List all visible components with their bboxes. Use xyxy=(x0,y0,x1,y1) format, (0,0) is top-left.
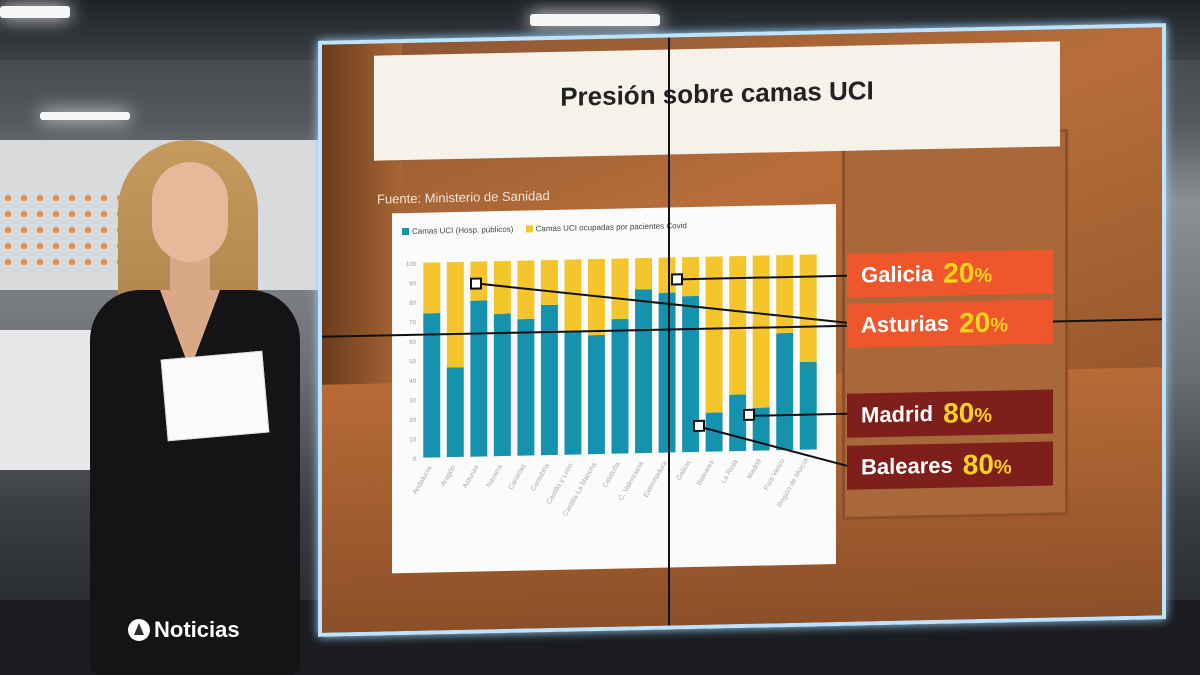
bar-segment-yellow xyxy=(799,254,817,363)
marker-asturias xyxy=(470,277,482,290)
bar-segment-yellow xyxy=(635,257,652,290)
bar-segment-yellow xyxy=(517,260,535,320)
connector-galicia xyxy=(678,274,847,281)
y-tick-label: 10 xyxy=(409,437,416,443)
y-tick-label: 70 xyxy=(409,320,416,326)
bar-segment-teal xyxy=(682,295,700,453)
callout-galicia: Galicia 20% xyxy=(847,249,1053,298)
ceiling-light xyxy=(40,112,130,120)
connector-madrid xyxy=(750,412,847,417)
marker-madrid xyxy=(743,408,755,421)
bar-segment-teal xyxy=(752,407,770,451)
connector-baleares xyxy=(699,425,848,467)
bar-segment-yellow xyxy=(752,255,770,408)
bar-segment-yellow xyxy=(705,256,723,413)
callout-region: Baleares xyxy=(861,452,953,480)
channel-logo: Noticias xyxy=(128,617,240,643)
callout-connectors xyxy=(476,274,848,467)
bar-segment-yellow xyxy=(493,260,511,314)
y-tick-label: 40 xyxy=(409,379,416,385)
bar-segment-yellow xyxy=(540,259,558,306)
y-tick-label: 90 xyxy=(409,281,416,287)
presenter xyxy=(60,140,340,675)
bar-segment-teal xyxy=(540,304,558,456)
bar-segment-teal xyxy=(564,331,582,455)
callout-region: Madrid xyxy=(861,400,934,428)
presenter-notes xyxy=(160,350,270,442)
antena3-logo-icon xyxy=(128,619,150,641)
bar-segment-yellow xyxy=(682,256,700,297)
bar-segment-yellow xyxy=(423,262,441,314)
callout-region: Asturias xyxy=(861,310,950,338)
bar-segment-yellow xyxy=(446,261,464,368)
bar-segment-teal xyxy=(776,332,794,451)
bar-segment-teal xyxy=(611,318,629,454)
video-wall-screen: Presión sobre camas UCI Fuente: Minister… xyxy=(318,23,1166,637)
presenter-face xyxy=(152,162,228,262)
bar-segment-yellow xyxy=(776,254,794,334)
bar-segment-teal xyxy=(423,313,441,458)
y-tick-label: 0 xyxy=(413,457,417,463)
bar-segment-teal xyxy=(493,313,511,457)
callout-asturias: Asturias 20% xyxy=(847,299,1053,348)
bar-segment-teal xyxy=(517,318,535,456)
bar-segment-teal xyxy=(799,361,817,450)
bar-segment-yellow xyxy=(564,259,582,332)
bar-segment-teal xyxy=(705,412,723,452)
y-tick-label: 30 xyxy=(409,398,416,404)
bar-segment-teal xyxy=(446,367,464,458)
logo-text: Noticias xyxy=(154,617,240,642)
y-tick-label: 50 xyxy=(409,359,416,365)
marker-galicia xyxy=(671,273,683,286)
callout-madrid: Madrid 80% xyxy=(847,389,1053,438)
y-tick-label: 20 xyxy=(409,418,416,424)
y-tick-label: 80 xyxy=(409,301,416,307)
callout-value: 20% xyxy=(959,306,1008,339)
callout-baleares: Baleares 80% xyxy=(847,441,1053,490)
chart-panel: Camas UCI (Hosp. públicos) Camas UCI ocu… xyxy=(392,204,836,574)
callout-value: 20% xyxy=(943,257,993,289)
y-tick-label: 100 xyxy=(406,262,417,268)
callout-value: 80% xyxy=(962,448,1012,481)
callout-value: 80% xyxy=(943,397,993,429)
y-tick-label: 60 xyxy=(409,340,416,346)
ceiling-light xyxy=(530,14,660,26)
bar-segment-yellow xyxy=(729,255,747,395)
marker-baleares xyxy=(693,419,705,433)
bar-segment-teal xyxy=(470,300,488,457)
connector-asturias xyxy=(476,282,848,324)
ceiling-light xyxy=(0,6,70,18)
bar-segment-teal xyxy=(588,334,605,455)
callout-region: Galicia xyxy=(861,260,934,288)
bar-segment-teal xyxy=(658,292,676,453)
bar-segment-yellow xyxy=(611,258,629,320)
